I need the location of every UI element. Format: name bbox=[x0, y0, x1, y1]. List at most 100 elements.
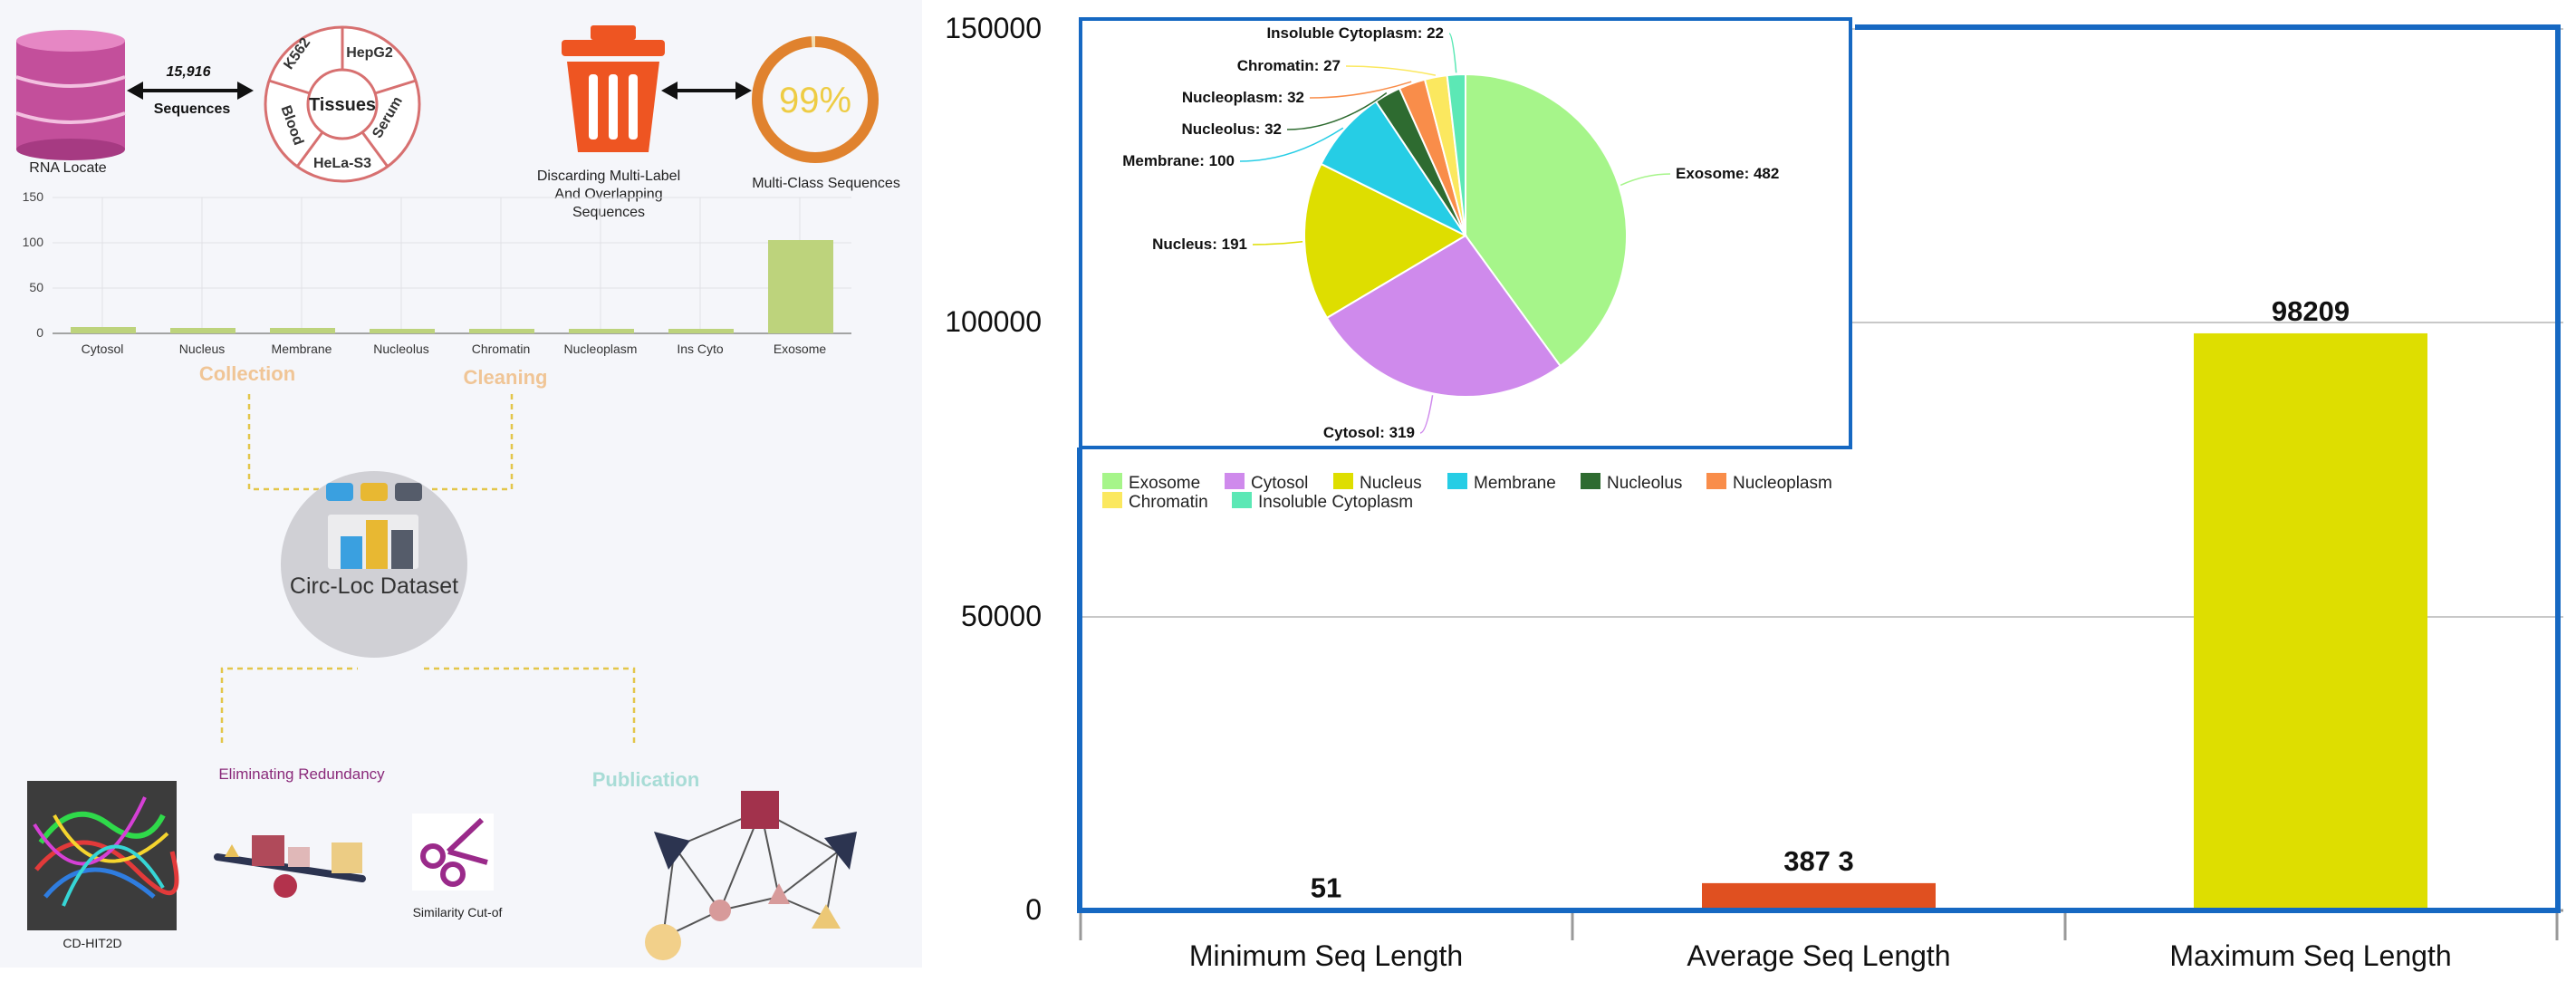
mini-ytick: 100 bbox=[23, 235, 44, 249]
progress-ring-icon bbox=[752, 36, 879, 163]
legend-label: Nucleus bbox=[1360, 474, 1422, 493]
collection-label: Collection bbox=[199, 362, 295, 385]
pie-slice-nucleus bbox=[1303, 162, 1468, 320]
tissues-center-label: Tissues bbox=[309, 95, 376, 115]
publication-label: Publication bbox=[592, 768, 700, 791]
scissors-icon bbox=[412, 814, 494, 891]
mini-xtick: Ins Cyto bbox=[677, 342, 724, 356]
bar-value-label: 98209 bbox=[2272, 295, 2350, 327]
pie-leader-line bbox=[1286, 91, 1388, 130]
pipeline-diagram: RNA Locate 15,916 Sequences Tissues K562… bbox=[15, 25, 900, 960]
cleaning-label: Cleaning bbox=[464, 366, 548, 389]
pie-slice-label: Cytosol: 319 bbox=[1323, 424, 1415, 441]
y-tick-label: 50000 bbox=[961, 600, 1042, 632]
pie-slice-exosome bbox=[1465, 72, 1628, 368]
legend-swatch-nucleus bbox=[1333, 473, 1353, 489]
mini-xtick: Nucleolus bbox=[373, 342, 428, 356]
legend-swatch-cytosol bbox=[1225, 473, 1245, 489]
pie-leader-line bbox=[1345, 65, 1437, 76]
mini-xtick: Nucleoplasm bbox=[564, 342, 638, 356]
tissues-wheel-icon bbox=[264, 25, 421, 183]
tissue-hela: HeLa-S3 bbox=[313, 156, 371, 171]
tissue-hepg2: HepG2 bbox=[346, 45, 393, 61]
legend-swatch-exosome bbox=[1102, 473, 1122, 489]
mini-bar bbox=[170, 328, 235, 333]
bar-value-label: 387 3 bbox=[1783, 845, 1854, 877]
pie-slice-label: Membrane: 100 bbox=[1122, 152, 1235, 169]
legend-label: Chromatin bbox=[1129, 493, 1208, 512]
legend-label: Nucleoplasm bbox=[1733, 474, 1832, 493]
mini-ytick: 150 bbox=[23, 189, 44, 204]
double-arrow-icon bbox=[661, 82, 752, 100]
pie-slice-insoluble-cytoplasm bbox=[1446, 72, 1466, 236]
x-tick-label: Minimum Seq Length bbox=[1189, 939, 1463, 972]
mini-xtick: Membrane bbox=[272, 342, 332, 356]
pie-leader-line bbox=[1620, 173, 1671, 187]
pie-slice-label: Chromatin: 27 bbox=[1237, 57, 1341, 74]
trash-can-icon bbox=[562, 25, 665, 152]
bar-value-label: 51 bbox=[1311, 872, 1341, 904]
multiclass-label: Multi-Class Sequences bbox=[752, 176, 900, 191]
pie-slice-membrane bbox=[1320, 100, 1468, 238]
rna-locate-label: RNA Locate bbox=[29, 160, 106, 176]
pie-slice-label: Nucleolus: 32 bbox=[1181, 120, 1282, 138]
pie-slice-cytosol bbox=[1325, 234, 1562, 398]
discard-label-line1: Discarding Multi-Label bbox=[537, 168, 680, 184]
connector-lines bbox=[220, 394, 636, 743]
pie-leader-line bbox=[1309, 81, 1412, 99]
eliminating-redundancy-label: Eliminating Redundancy bbox=[218, 765, 385, 783]
mini-bar bbox=[768, 240, 833, 333]
pie-leader-line bbox=[1419, 395, 1434, 434]
database-icon bbox=[15, 30, 126, 160]
x-tick-label: Average Seq Length bbox=[1687, 939, 1950, 972]
legend-label: Membrane bbox=[1474, 474, 1556, 493]
balance-icon bbox=[214, 835, 366, 898]
discard-label-line3: Sequences bbox=[572, 205, 645, 220]
pie-leader-line bbox=[1448, 33, 1457, 73]
cdhit-label: CD-HIT2D bbox=[62, 936, 121, 950]
legend-label: Nucleolus bbox=[1607, 474, 1682, 493]
pie-leader-line bbox=[1252, 241, 1303, 246]
mini-xtick: Chromatin bbox=[472, 342, 531, 356]
similarity-label: Similarity Cut-of bbox=[413, 905, 503, 919]
pie-slice-label: Nucleoplasm: 32 bbox=[1182, 89, 1304, 106]
sequences-count: 15,916 bbox=[167, 64, 211, 80]
mini-bar bbox=[270, 328, 335, 333]
network-icon bbox=[645, 791, 857, 960]
mini-bar-chart: 150 100 50 0 Cytosol Nucleus Membrane Nu… bbox=[23, 189, 851, 356]
y-tick-label: 100000 bbox=[945, 305, 1042, 338]
legend-swatch-nucleolus bbox=[1581, 473, 1600, 489]
mini-xtick: Cytosol bbox=[82, 342, 124, 356]
sequences-label: Sequences bbox=[154, 101, 231, 117]
pipeline-panel: RNA Locate 15,916 Sequences Tissues K562… bbox=[0, 0, 922, 968]
pie-leader-line bbox=[1239, 127, 1344, 162]
mini-bar bbox=[370, 329, 435, 333]
bar-2 bbox=[1702, 882, 1936, 910]
legend-swatch-nucleoplasm bbox=[1706, 473, 1726, 489]
y-tick-label: 150000 bbox=[945, 12, 1042, 44]
dataset-label: Circ-Loc Dataset bbox=[290, 573, 458, 599]
pie-slice-label: Nucleus: 191 bbox=[1152, 236, 1247, 253]
mini-ytick: 50 bbox=[29, 280, 43, 294]
legend-swatch-chromatin bbox=[1102, 492, 1122, 508]
legend-swatch-membrane bbox=[1447, 473, 1467, 489]
cluster-image-icon bbox=[27, 781, 179, 930]
bar-3 bbox=[2194, 332, 2427, 911]
double-arrow-icon bbox=[127, 82, 254, 100]
legend-swatch-insoluble-cytoplasm bbox=[1232, 492, 1252, 508]
pie-legend: Exosome Cytosol Nucleus Membrane Nucleol… bbox=[1102, 473, 1832, 512]
y-tick-label: 0 bbox=[1025, 893, 1042, 926]
legend-label: Exosome bbox=[1129, 474, 1200, 493]
pie-slice-label: Exosome: 482 bbox=[1676, 165, 1779, 182]
mini-ytick: 0 bbox=[36, 325, 43, 340]
pie-slice-label: Insoluble Cytoplasm: 22 bbox=[1266, 24, 1444, 42]
legend-label: Cytosol bbox=[1251, 474, 1308, 493]
mini-bar bbox=[71, 327, 136, 333]
mini-xtick: Nucleus bbox=[179, 342, 226, 356]
multiclass-percent: 99% bbox=[779, 81, 851, 120]
mini-bar bbox=[469, 329, 534, 333]
sequence-length-chart: 150000 100000 50000 0 51 387 3 98209 Minim… bbox=[945, 12, 2563, 972]
highlight-frame bbox=[1077, 24, 2561, 913]
mini-bar bbox=[668, 329, 734, 333]
mini-xtick: Exosome bbox=[774, 342, 827, 356]
